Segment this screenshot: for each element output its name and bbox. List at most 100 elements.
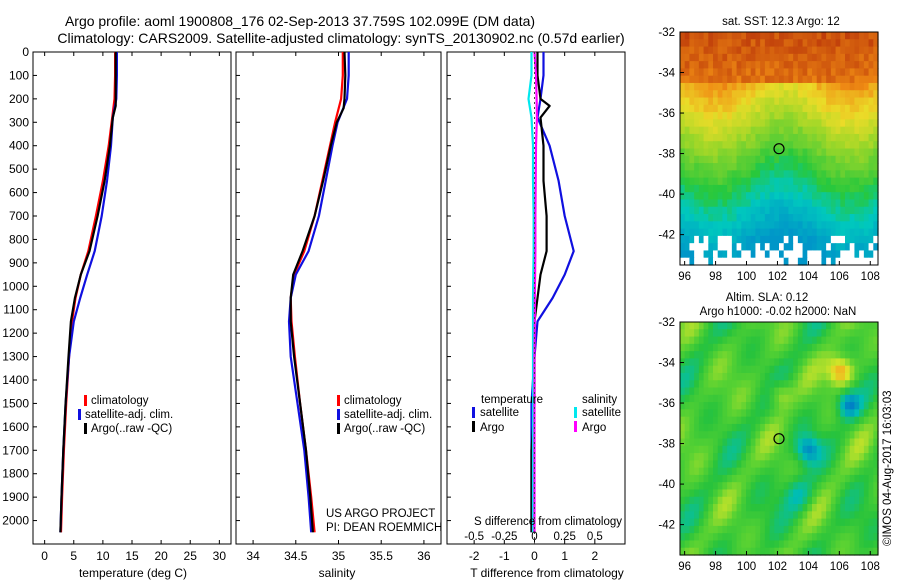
map-cell (807, 243, 813, 252)
map-cell (821, 126, 827, 135)
map-cell (736, 235, 742, 244)
map-cell (840, 46, 846, 55)
map-cell (698, 380, 705, 389)
map-cell (736, 504, 742, 512)
map-cell (694, 206, 700, 215)
lon-tick-label: 104 (799, 271, 819, 283)
map-cell (849, 221, 856, 230)
map-cell (788, 423, 794, 432)
map-cell (788, 184, 794, 193)
map-cell (760, 409, 766, 418)
map-cell (741, 199, 747, 208)
map-cell (779, 489, 785, 498)
map-cell (727, 467, 733, 476)
map-cell (694, 372, 700, 381)
map-cell (727, 235, 733, 244)
map-cell (746, 257, 752, 266)
lat-tick-label: -34 (658, 358, 675, 370)
map-cell (849, 61, 856, 70)
map-cell (708, 90, 714, 99)
map-cell (746, 155, 752, 164)
map-cell (736, 163, 742, 171)
map-cell (849, 372, 856, 381)
map-cell (793, 206, 799, 215)
s-tick-label: -0.25 (491, 531, 517, 543)
map-cell (779, 97, 785, 106)
map-cell (764, 445, 771, 454)
sst-map-title: sat. SST: 12.3 Argo: 12 (722, 16, 840, 28)
map-cell (821, 394, 827, 403)
map-cell (849, 148, 856, 157)
map-cell (774, 416, 780, 425)
map-cell (708, 518, 714, 527)
map-cell (746, 453, 752, 461)
map-cell (816, 61, 823, 70)
map-cell (717, 250, 724, 259)
map-cell (680, 438, 686, 447)
map-cell (689, 336, 695, 345)
map-cell (802, 525, 808, 534)
map-cell (764, 387, 771, 396)
map-cell (863, 257, 870, 266)
map-cell (826, 82, 832, 91)
map-cell (684, 228, 691, 237)
map-cell (750, 133, 757, 142)
map-cell (849, 155, 856, 164)
map-cell (755, 380, 761, 389)
map-cell (859, 75, 865, 84)
map-cell (684, 126, 691, 135)
map-cell (727, 75, 733, 84)
s-tick-label: 0.25 (553, 531, 575, 543)
map-cell (727, 104, 733, 113)
map-cell (830, 68, 837, 77)
map-cell (722, 416, 728, 425)
map-cell (736, 32, 742, 40)
map-cell (830, 75, 837, 84)
map-cell (816, 489, 823, 498)
map-cell (816, 511, 823, 520)
map-cell (807, 68, 813, 77)
map-cell (816, 336, 823, 345)
map-cell (868, 46, 874, 55)
map-cell (722, 214, 728, 222)
map-cell (689, 53, 695, 62)
map-cell (731, 163, 738, 171)
map-cell (863, 518, 870, 527)
map-cell (746, 97, 752, 106)
map-cell (830, 257, 837, 266)
map-cell (835, 97, 841, 106)
map-cell (835, 416, 841, 425)
map-cell (840, 387, 846, 396)
map-cell (689, 184, 695, 193)
map-cell (854, 445, 860, 454)
map-cell (835, 511, 841, 520)
map-cell (760, 540, 766, 549)
map-cell (722, 511, 728, 520)
map-cell (873, 351, 879, 360)
map-cell (727, 343, 733, 352)
series-line (287, 52, 350, 533)
map-cell (859, 53, 865, 62)
map-cell (812, 32, 818, 40)
x-tick-label: 35 (332, 549, 346, 563)
map-cell (769, 170, 775, 179)
map-cell (680, 540, 686, 549)
map-cell (873, 394, 879, 403)
map-cell (859, 504, 865, 512)
map-cell (717, 423, 724, 432)
sla-map-title-1: Altim. SLA: 0.12 (726, 292, 808, 304)
map-cell (727, 243, 733, 252)
salinity-legend: climatology satellite-adj. clim. Argo(..… (337, 395, 432, 435)
map-cell (727, 525, 733, 534)
map-cell (689, 329, 695, 338)
map-cell (797, 322, 804, 330)
map-cell (868, 32, 874, 40)
map-cell (807, 511, 813, 520)
map-cell (793, 243, 799, 252)
map-cell (694, 243, 700, 252)
map-cell (797, 97, 804, 106)
map-cell (760, 184, 766, 193)
map-cell (755, 104, 761, 113)
map-cell (703, 511, 709, 520)
map-cell (741, 177, 747, 186)
